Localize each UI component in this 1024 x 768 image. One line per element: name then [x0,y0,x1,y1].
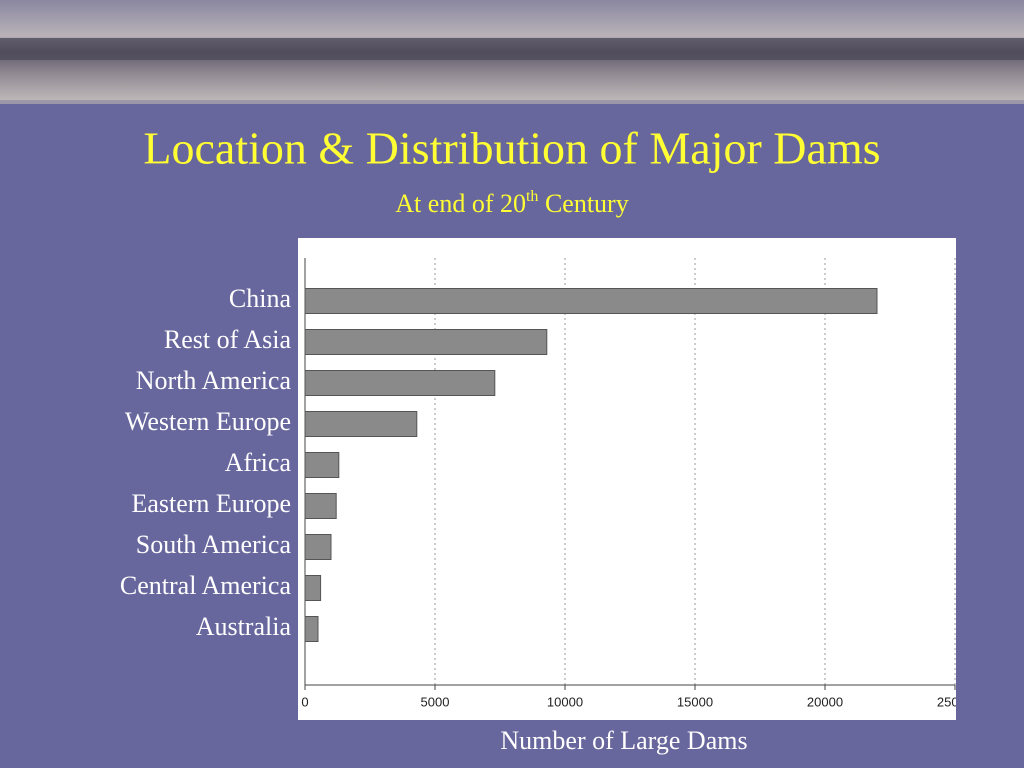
x-tick-label: 5000 [421,694,450,709]
y-tick-label: Central America [120,571,292,600]
x-tick-label: 10000 [547,694,583,709]
y-tick-label: Western Europe [125,407,291,436]
chart-subtitle: At end of 20th Century [395,188,628,218]
y-tick-label: North America [136,366,292,395]
plot-box: 0 5000 10000 15000 20000 25000 [298,238,973,720]
bar [304,329,548,355]
x-tick-label: 15000 [677,694,713,709]
y-tick-label: South America [136,530,292,559]
subtitle-text: Century [538,189,628,218]
y-tick-label: Eastern Europe [131,489,291,518]
x-tick-label: 25000 [937,694,973,709]
bar [304,370,496,396]
x-tick-label: 0 [301,694,308,709]
category-labels: China Rest of Asia North America Western Eu… [120,284,292,641]
bar [304,616,319,642]
banner-edge [0,100,1024,104]
y-tick-label: Australia [196,612,292,641]
x-tick-label: 20000 [807,694,843,709]
bar [304,534,332,560]
y-tick-label: Africa [225,448,292,477]
bar [304,575,322,601]
subtitle-text: At end of 20 [395,189,526,218]
y-tick-label: Rest of Asia [164,325,292,354]
plot-background [298,238,956,720]
bar [304,493,337,519]
bar [304,411,418,437]
banner-shore [0,38,1024,60]
y-tick-label: China [229,284,292,313]
plot: 0 5000 10000 15000 20000 25000 [301,258,973,709]
chart-title: Location & Distribution of Major Dams [143,123,880,174]
subtitle-sup: th [526,188,538,205]
bar [304,452,340,478]
bar [304,288,878,314]
x-axis-label: Number of Large Dams [500,726,747,755]
